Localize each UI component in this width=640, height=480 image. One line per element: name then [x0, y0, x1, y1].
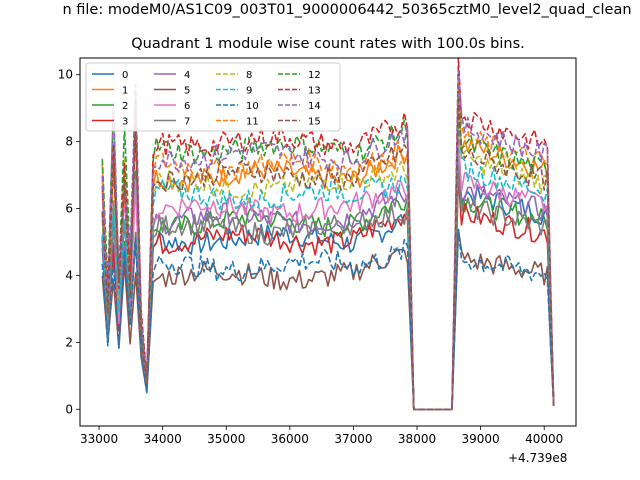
series-line-15 [101, 99, 555, 411]
legend-label: 1 [122, 86, 128, 97]
series-line-3 [101, 174, 555, 411]
x-tick-label: 40000 [525, 432, 563, 446]
series-line-13 [101, 57, 555, 411]
legend-label: 10 [246, 101, 259, 112]
legend-label: 5 [184, 86, 190, 97]
y-tick-label: 4 [65, 268, 73, 282]
series-line-9 [101, 119, 555, 411]
y-tick-label: 8 [65, 135, 73, 149]
legend-label: 12 [308, 70, 321, 81]
legend-label: 2 [122, 101, 128, 112]
legend-label: 15 [308, 117, 321, 128]
series-line-8 [101, 107, 555, 411]
x-tick-label: 36000 [271, 432, 309, 446]
series-line-5 [101, 228, 555, 411]
series-line-10 [101, 228, 555, 411]
axes-frame [79, 57, 577, 427]
legend-label: 9 [246, 86, 252, 97]
legend-label: 13 [308, 86, 321, 97]
x-axis: 33000 34000 35000 36000 37000 38000 39000 40000 [80, 426, 563, 446]
legend-label: 8 [246, 70, 252, 81]
x-tick-label: 39000 [462, 432, 500, 446]
series-line-6 [101, 136, 555, 411]
legend-box [85, 62, 341, 132]
series-line-14 [101, 69, 555, 411]
y-tick-label: 0 [65, 402, 73, 416]
x-tick-label: 37000 [334, 432, 372, 446]
series-line-7 [101, 165, 555, 411]
y-tick-label: 10 [58, 68, 73, 82]
x-tick-label: 38000 [398, 432, 436, 446]
legend-label: 7 [184, 117, 190, 128]
series-line-11 [101, 82, 555, 411]
legend-label: 6 [184, 101, 190, 112]
x-axis-offset-label: +4.739e8 [508, 451, 568, 465]
legend-label: 0 [122, 70, 128, 81]
x-tick-label: 35000 [207, 432, 245, 446]
chart-title: Quadrant 1 module wise count rates with … [131, 36, 525, 52]
series-lines [101, 57, 555, 411]
legend-label: 11 [246, 117, 259, 128]
legend-label: 4 [184, 70, 190, 81]
legend-label: 3 [122, 117, 128, 128]
x-tick-label: 33000 [80, 432, 118, 446]
y-axis: 0 2 4 6 8 10 [58, 68, 80, 416]
x-tick-label: 34000 [144, 432, 182, 446]
y-tick-label: 6 [65, 202, 73, 216]
figure-suptitle: n file: modeM0/AS1C09_003T01_9000006442_… [62, 2, 632, 18]
y-tick-label: 2 [65, 335, 73, 349]
legend-label: 14 [308, 101, 321, 112]
